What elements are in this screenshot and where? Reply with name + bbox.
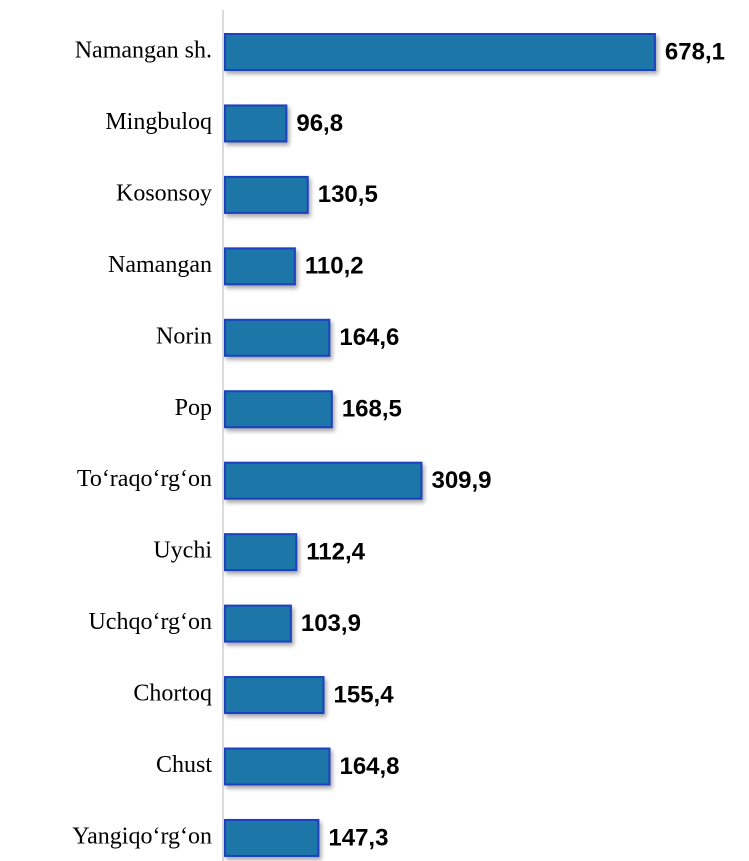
data-label: 678,1 [665,38,725,65]
category-label: Norin [156,323,212,349]
category-label: Chortoq [133,681,212,707]
bar [224,461,423,500]
data-label: 164,6 [339,324,399,351]
category-label: Uychi [153,538,212,564]
bar [224,604,292,643]
category-label: Yangiqo‘rg‘on [72,823,212,849]
bar [224,318,331,357]
data-label: 147,3 [328,824,388,851]
bar [224,247,296,286]
category-label: Uchqo‘rg‘on [88,609,212,635]
data-label: 155,4 [334,681,395,708]
data-label: 96,8 [296,110,343,137]
bar [224,175,309,214]
bar [224,818,320,857]
data-label: 110,2 [305,253,364,280]
data-label: 130,5 [318,181,378,208]
category-label: To‘raqo‘rg‘on [77,466,212,492]
category-label: Mingbuloq [105,109,212,135]
bar [224,747,331,786]
data-label: 168,5 [342,396,402,423]
data-label: 103,9 [301,610,361,637]
bar [224,390,333,429]
data-label: 309,9 [431,467,491,494]
category-label: Namangan sh. [75,38,212,64]
data-label: 112,4 [306,538,365,565]
category-label: Chust [156,752,212,778]
bar [224,104,288,143]
bar [224,676,325,715]
bar [224,533,298,572]
category-label: Kosonsoy [116,180,212,206]
data-label: 164,8 [339,753,399,780]
bar [224,33,656,71]
category-label: Pop [175,395,212,421]
category-label: Namangan [108,252,212,278]
